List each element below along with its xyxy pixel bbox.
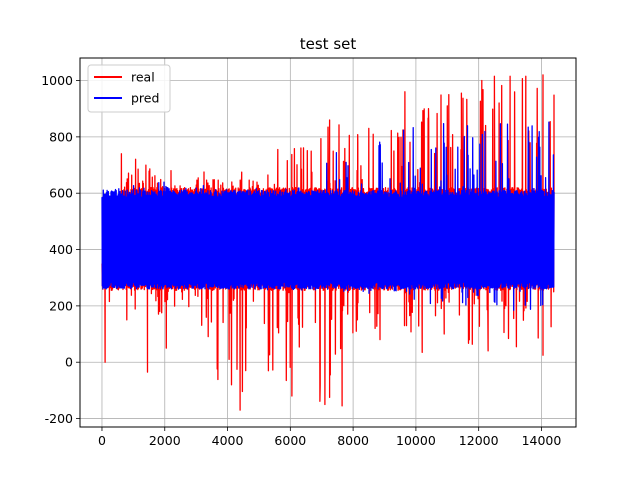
series-layer [101,74,555,411]
y-tick-label: 400 [49,242,73,257]
x-tick-label: 0 [98,433,106,448]
y-tick-label: 600 [49,186,73,201]
x-tick-label: 10000 [396,433,436,448]
y-tick-label: -200 [45,411,73,426]
y-tick-label: 200 [49,298,73,313]
x-axis: 0 2000 4000 6000 8000 10000 12000 14000 [98,427,561,448]
legend-label-real: real [131,70,155,85]
series-line-pred [101,121,555,311]
y-axis: -200 0 200 400 600 800 1000 [41,73,80,426]
axes-frame [79,57,577,428]
y-tick-label: 1000 [41,73,73,88]
x-tick-label: 2000 [149,433,181,448]
y-tick-label: 800 [49,129,73,144]
x-tick-label: 12000 [459,433,499,448]
chart-title: test set [300,35,357,53]
x-tick-label: 14000 [522,433,562,448]
x-tick-label: 8000 [337,433,369,448]
legend-label-pred: pred [131,91,159,106]
x-tick-label: 6000 [274,433,306,448]
y-tick-label: 0 [65,355,73,370]
x-tick-label: 4000 [212,433,244,448]
legend: real pred [87,64,171,113]
